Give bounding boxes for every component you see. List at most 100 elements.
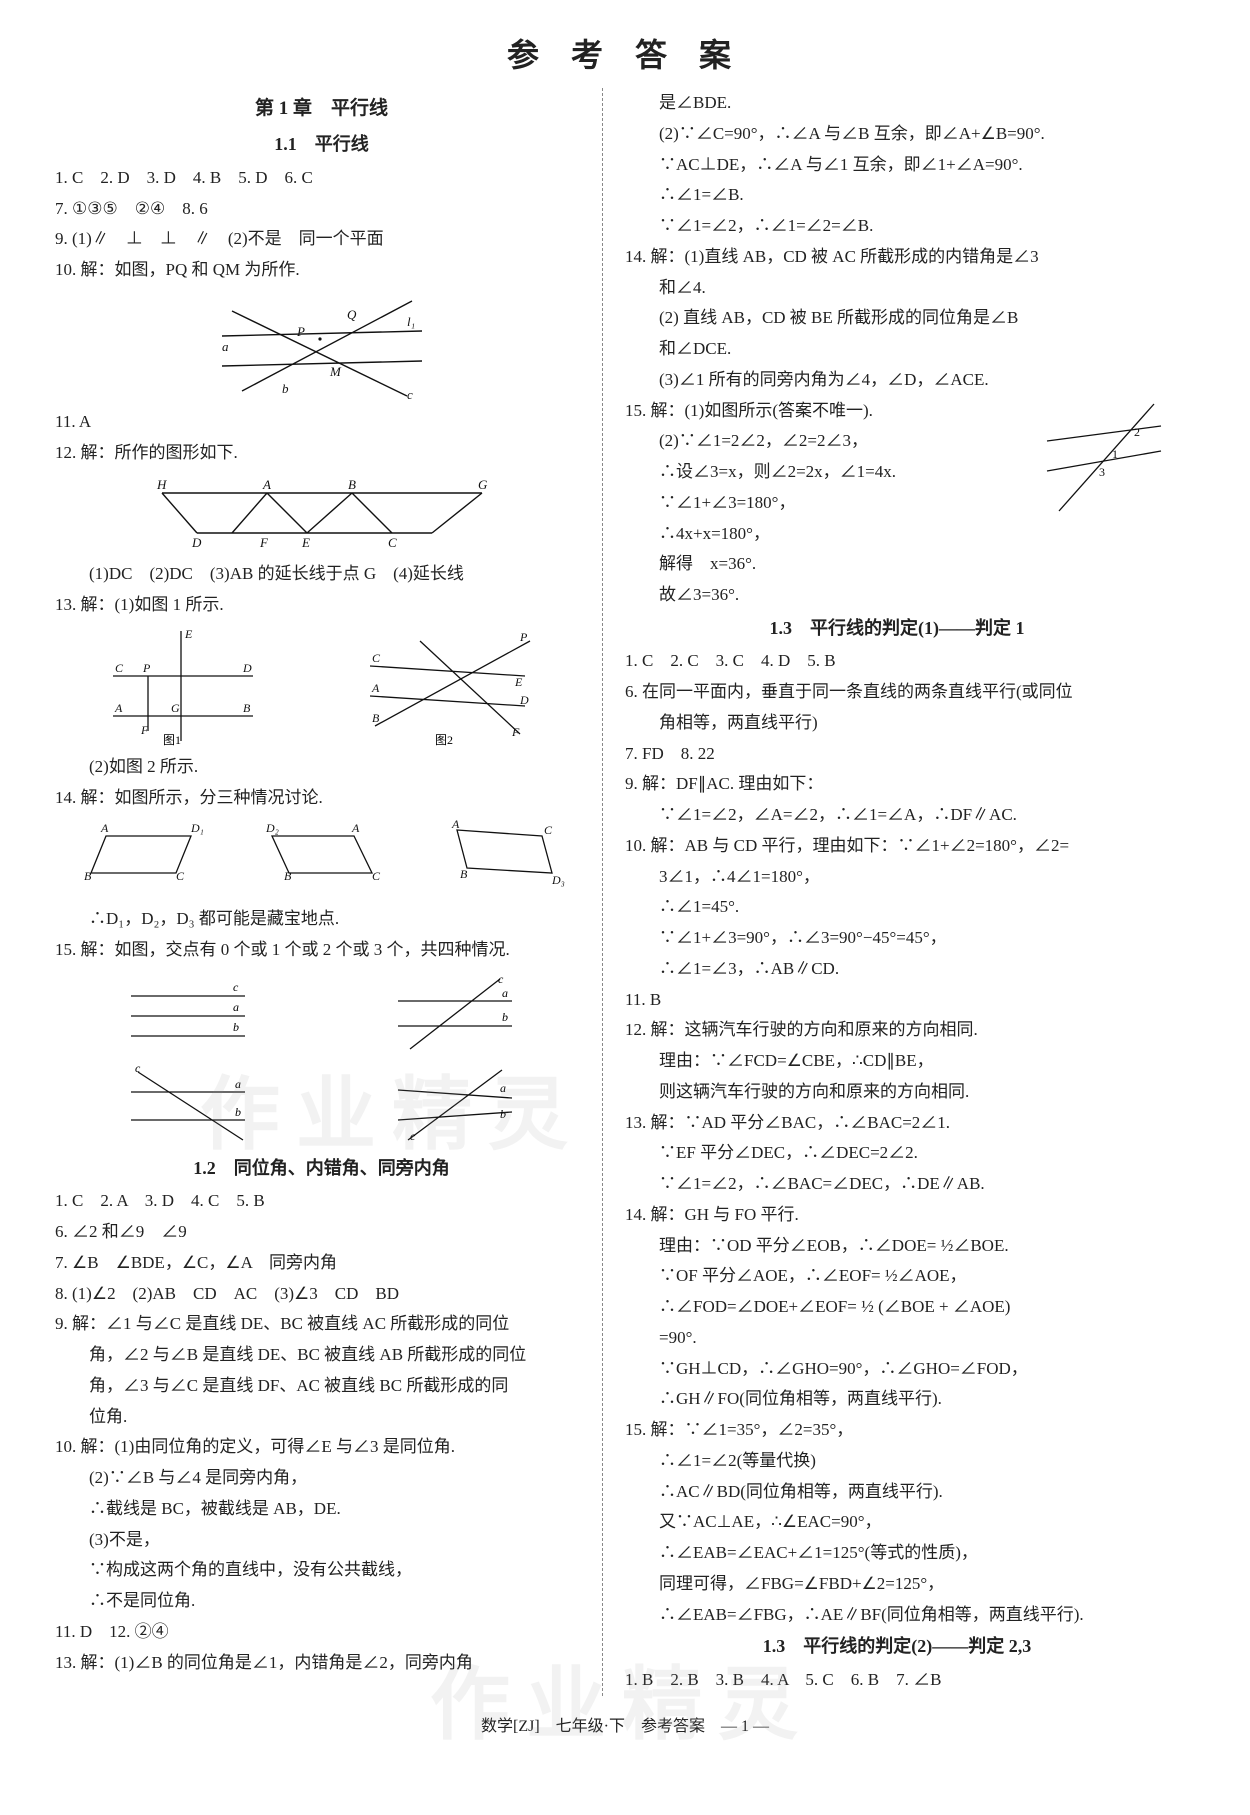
- svg-text:2: 2: [1134, 425, 1140, 439]
- svg-text:b: b: [282, 381, 289, 396]
- svg-text:图1: 图1: [163, 733, 181, 746]
- svg-text:A: A: [114, 701, 123, 715]
- answer-line: ∴GH∥FO(同位角相等，两直线平行).: [625, 1384, 1169, 1414]
- answer-line: ∵EF 平分∠DEC，∴∠DEC=2∠2.: [625, 1138, 1169, 1168]
- answer-line: 3∠1，∴4∠1=180°，: [625, 862, 1169, 892]
- svg-text:A: A: [451, 818, 460, 831]
- answer-line: ∴∠EAB=∠FBG，∴AE∥BF(同位角相等，两直线平行).: [625, 1600, 1169, 1630]
- svg-text:A: A: [100, 821, 109, 835]
- svg-text:A: A: [371, 681, 380, 695]
- answer-line: 角，∠3 与∠C 是直线 DF、AC 被直线 BC 所截形成的同: [55, 1371, 588, 1401]
- page-footer: 数学[ZJ] 七年级·下 参考答案 — 1 —: [55, 1712, 1195, 1736]
- answer-line: (2)∵∠B 与∠4 是同旁内角，: [55, 1463, 588, 1493]
- svg-text:F: F: [140, 723, 149, 737]
- answer-line: 则这辆汽车行驶的方向和原来的方向相同.: [625, 1077, 1169, 1107]
- content-columns: 第 1 章 平行线 1.1 平行线 1. C 2. D 3. D 4. B 5.…: [55, 88, 1195, 1696]
- section-1-3-2: 1.3 平行线的判定(2)——判定 2,3: [625, 1631, 1169, 1663]
- svg-text:G: G: [478, 477, 488, 492]
- diagram-q15-right: 2 1 3: [1039, 396, 1169, 526]
- answer-line: ∵GH⊥CD，∴∠GHO=90°，∴∠GHO=∠FOD，: [625, 1354, 1169, 1384]
- answer-line: 15. 解：如图，交点有 0 个或 1 个或 2 个或 3 个，共四种情况.: [55, 935, 588, 965]
- svg-text:D₂: D₂: [265, 821, 279, 835]
- answer-line: 12. 解：这辆汽车行驶的方向和原来的方向相同.: [625, 1015, 1169, 1045]
- svg-text:B: B: [84, 869, 92, 883]
- svg-text:3: 3: [1099, 465, 1105, 479]
- answer-line: (1)DC (2)DC (3)AB 的延长线于点 G (4)延长线: [55, 559, 588, 589]
- svg-text:D: D: [242, 661, 252, 675]
- answer-line: (2)∵∠C=90°，∴∠A 与∠B 互余，即∠A+∠B=90°.: [625, 119, 1169, 149]
- left-column: 第 1 章 平行线 1.1 平行线 1. C 2. D 3. D 4. B 5.…: [55, 88, 603, 1696]
- answer-line: ∴∠1=∠2(等量代换): [625, 1446, 1169, 1476]
- answer-line: 10. 解：如图，PQ 和 QM 为所作.: [55, 255, 588, 285]
- answer-line: 11. D 12. ②④: [55, 1617, 588, 1647]
- answer-line: =90°.: [625, 1323, 1169, 1353]
- svg-text:A: A: [262, 477, 271, 492]
- svg-text:1: 1: [1112, 447, 1118, 461]
- answer-line: ∴∠1=∠3，∴AB∥CD.: [625, 954, 1169, 984]
- svg-text:b: b: [233, 1020, 239, 1034]
- answer-line: 7. ∠B ∠BDE，∠C，∠A 同旁内角: [55, 1248, 588, 1278]
- answer-line: 9. 解：∠1 与∠C 是直线 DE、BC 被直线 AC 所截形成的同位: [55, 1309, 588, 1339]
- answer-line: 1. C 2. C 3. C 4. D 5. B: [625, 646, 1169, 676]
- svg-text:b: b: [502, 1010, 508, 1024]
- svg-text:P: P: [142, 661, 151, 675]
- answer-line: ∵构成这两个角的直线中，没有公共截线，: [55, 1555, 588, 1585]
- answer-line: 8. (1)∠2 (2)AB CD AC (3)∠3 CD BD: [55, 1279, 588, 1309]
- answer-line: 6. 在同一平面内，垂直于同一条直线的两条直线平行(或同位: [625, 677, 1169, 707]
- answer-line: (3)不是，: [55, 1525, 588, 1555]
- answer-line: ∴∠FOD=∠DOE+∠EOF= ½ (∠BOE + ∠AOE): [625, 1292, 1169, 1322]
- svg-text:b: b: [500, 1107, 506, 1121]
- svg-text:F: F: [511, 725, 520, 739]
- svg-text:C: C: [176, 869, 185, 883]
- answer-line: 11. A: [55, 407, 588, 437]
- answer-line: ∵∠1+∠3=90°，∴∠3=90°−45°=45°，: [625, 923, 1169, 953]
- answer-line: ∴截线是 BC，被截线是 AB，DE.: [55, 1494, 588, 1524]
- answer-line: ∵OF 平分∠AOE，∴∠EOF= ½∠AOE，: [625, 1261, 1169, 1291]
- svg-text:c: c: [233, 980, 239, 994]
- answer-line: 13. 解：(1)如图 1 所示.: [55, 590, 588, 620]
- svg-text:P: P: [296, 324, 305, 339]
- answer-line: ∵∠1=∠2，∴∠1=∠2=∠B.: [625, 211, 1169, 241]
- svg-text:b: b: [235, 1105, 241, 1119]
- svg-text:a: a: [222, 339, 229, 354]
- svg-text:E: E: [184, 627, 193, 641]
- svg-text:B: B: [243, 701, 251, 715]
- answer-line: 角，∠2 与∠B 是直线 DE、BC 被直线 AB 所截形成的同位: [55, 1340, 588, 1370]
- svg-text:l₁: l₁: [407, 314, 415, 329]
- svg-text:D: D: [191, 535, 202, 550]
- answer-line: 和∠4.: [625, 273, 1169, 303]
- answer-line: (3)∠1 所有的同旁内角为∠4，∠D，∠ACE.: [625, 365, 1169, 395]
- svg-text:B: B: [460, 867, 468, 881]
- svg-text:a: a: [502, 986, 508, 1000]
- main-title: 参 考 答 案: [55, 30, 1195, 76]
- answer-line: 6. ∠2 和∠9 ∠9: [55, 1217, 588, 1247]
- svg-text:Q: Q: [347, 307, 357, 322]
- svg-text:E: E: [301, 535, 310, 550]
- svg-text:c: c: [410, 1129, 416, 1143]
- answer-line: 9. (1)∥ ⊥ ⊥ ∥ (2)不是 同一个平面: [55, 224, 588, 254]
- answer-line: 14. 解：GH 与 FO 平行.: [625, 1200, 1169, 1230]
- answer-line: (2) 直线 AB，CD 被 BE 所截形成的同位角是∠B: [625, 303, 1169, 333]
- answer-line: 1. B 2. B 3. B 4. A 5. C 6. B 7. ∠B: [625, 1665, 1169, 1695]
- svg-text:F: F: [259, 535, 269, 550]
- answer-line: 7. ①③⑤ ②④ 8. 6: [55, 194, 588, 224]
- answer-line: 7. FD 8. 22: [625, 739, 1169, 769]
- svg-text:A: A: [351, 821, 360, 835]
- answer-line: 13. 解：∵AD 平分∠BAC，∴∠BAC=2∠1.: [625, 1108, 1169, 1138]
- answer-line: 10. 解：AB 与 CD 平行，理由如下：∵∠1+∠2=180°，∠2=: [625, 831, 1169, 861]
- answer-line: ∵∠1=∠2，∠A=∠2，∴∠1=∠A，∴DF∥AC.: [625, 800, 1169, 830]
- answer-line: ∴∠EAB=∠EAC+∠1=125°(等式的性质)，: [625, 1538, 1169, 1568]
- answer-line: 14. 解：(1)直线 AB，CD 被 AC 所截形成的内错角是∠3: [625, 242, 1169, 272]
- answer-line: 理由：∵∠FCD=∠CBE，∴CD∥BE，: [625, 1046, 1169, 1076]
- svg-text:C: C: [544, 823, 553, 837]
- answer-line: 同理可得，∠FBG=∠FBD+∠2=125°，: [625, 1569, 1169, 1599]
- svg-text:a: a: [235, 1077, 241, 1091]
- answer-line: 12. 解：所作的图形如下.: [55, 438, 588, 468]
- answer-line: ∴∠1=45°.: [625, 892, 1169, 922]
- section-1-1: 1.1 平行线: [55, 129, 588, 161]
- answer-line: ∴不是同位角.: [55, 1586, 588, 1616]
- svg-text:P: P: [519, 630, 528, 644]
- svg-text:B: B: [284, 869, 292, 883]
- svg-text:H: H: [156, 477, 167, 492]
- svg-text:c: c: [135, 1062, 141, 1075]
